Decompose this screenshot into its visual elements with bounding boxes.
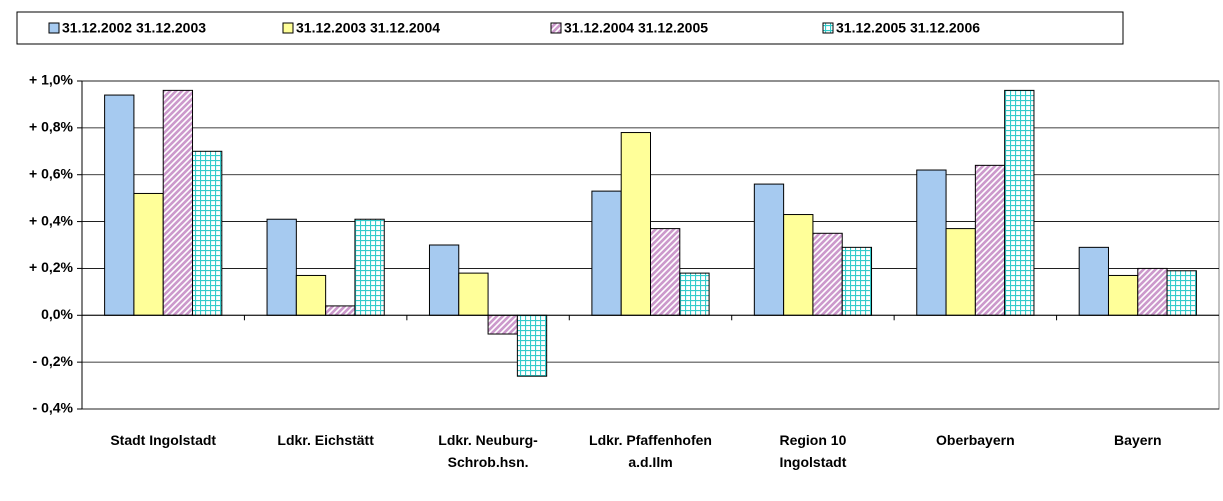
bar [1137,267,1168,316]
bar [974,164,1006,316]
bar [192,150,223,316]
legend-box [16,11,1124,45]
x-tick-label: Ldkr. Pfaffenhofen a.d.Ilm [589,432,712,470]
y-tick-label: + 0,6% [29,165,74,181]
x-tick-label: Oberbayern [936,432,1015,448]
bar [133,192,164,316]
y-tick-label: - 0,4% [33,400,74,416]
x-tick-label: Bayern [1114,432,1162,448]
bar [812,232,843,316]
legend-swatch [550,22,562,34]
x-tick-label: Region 10 Ingolstadt [779,432,847,470]
bar [1107,274,1139,316]
legend-swatch [282,22,294,34]
bar [266,218,297,316]
y-tick-label: 0,0% [41,306,73,322]
x-tick-label: Stadt Ingolstadt [110,432,217,448]
bar [104,94,135,316]
y-tick-label: - 0,2% [33,353,74,369]
bar [841,246,873,316]
bar [1166,270,1197,316]
bar [945,228,976,316]
bar [783,214,814,316]
legend-swatch [48,22,60,34]
bar [516,314,548,377]
bar [650,228,681,316]
bar [458,272,489,316]
bar [295,274,327,316]
legend-label: 31.12.2003 31.12.2004 [296,20,440,36]
y-tick-label: + 0,8% [29,119,74,135]
bar [487,314,518,335]
bar [916,169,947,316]
x-tick-label: Ldkr. Neuburg-Schrob.hsn. [438,432,538,470]
x-tick-label: Ldkr. Eichstätt [277,432,374,448]
y-tick-label: + 1,0% [29,72,74,88]
bar [620,132,652,316]
bar [162,89,194,316]
bar [428,244,460,316]
bar [591,190,622,316]
bar [679,272,710,316]
y-tick-label: + 0,2% [29,259,74,275]
bar [753,183,785,316]
bar [354,218,385,316]
bar [325,305,356,316]
legend-swatch [822,22,834,34]
bar [1004,89,1035,316]
legend-label: 31.12.2002 31.12.2003 [62,20,206,36]
legend-label: 31.12.2004 31.12.2005 [564,20,708,36]
y-tick-label: + 0,4% [29,212,74,228]
bar [1078,246,1109,316]
legend-label: 31.12.2005 31.12.2006 [836,20,980,36]
